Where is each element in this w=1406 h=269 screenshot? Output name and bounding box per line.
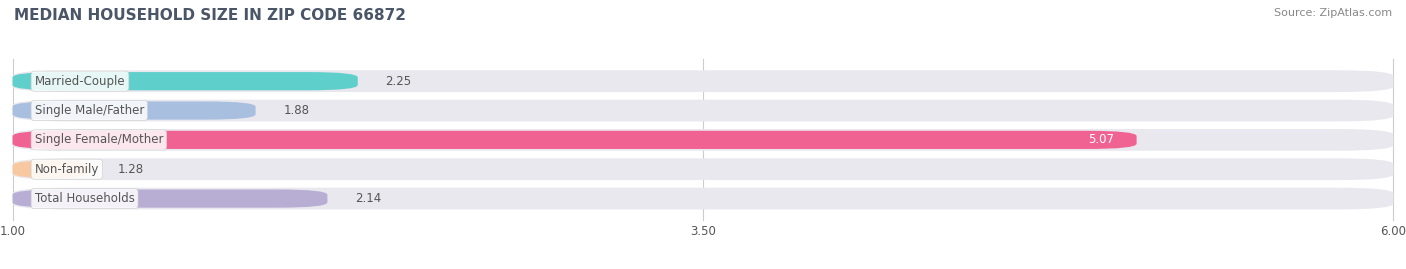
- Text: Non-family: Non-family: [35, 163, 98, 176]
- FancyBboxPatch shape: [13, 160, 90, 178]
- FancyBboxPatch shape: [13, 101, 256, 120]
- FancyBboxPatch shape: [13, 129, 1393, 151]
- Text: 5.07: 5.07: [1088, 133, 1115, 146]
- Text: Married-Couple: Married-Couple: [35, 75, 125, 88]
- Text: Single Male/Father: Single Male/Father: [35, 104, 143, 117]
- Text: Total Households: Total Households: [35, 192, 135, 205]
- FancyBboxPatch shape: [13, 188, 1393, 210]
- Text: Source: ZipAtlas.com: Source: ZipAtlas.com: [1274, 8, 1392, 18]
- FancyBboxPatch shape: [13, 70, 1393, 92]
- Text: 2.25: 2.25: [385, 75, 412, 88]
- Text: Single Female/Mother: Single Female/Mother: [35, 133, 163, 146]
- FancyBboxPatch shape: [13, 100, 1393, 121]
- Text: 1.28: 1.28: [118, 163, 143, 176]
- FancyBboxPatch shape: [13, 131, 1136, 149]
- Text: MEDIAN HOUSEHOLD SIZE IN ZIP CODE 66872: MEDIAN HOUSEHOLD SIZE IN ZIP CODE 66872: [14, 8, 406, 23]
- Text: 1.88: 1.88: [283, 104, 309, 117]
- FancyBboxPatch shape: [13, 189, 328, 208]
- FancyBboxPatch shape: [13, 158, 1393, 180]
- Text: 2.14: 2.14: [356, 192, 381, 205]
- FancyBboxPatch shape: [13, 72, 357, 90]
